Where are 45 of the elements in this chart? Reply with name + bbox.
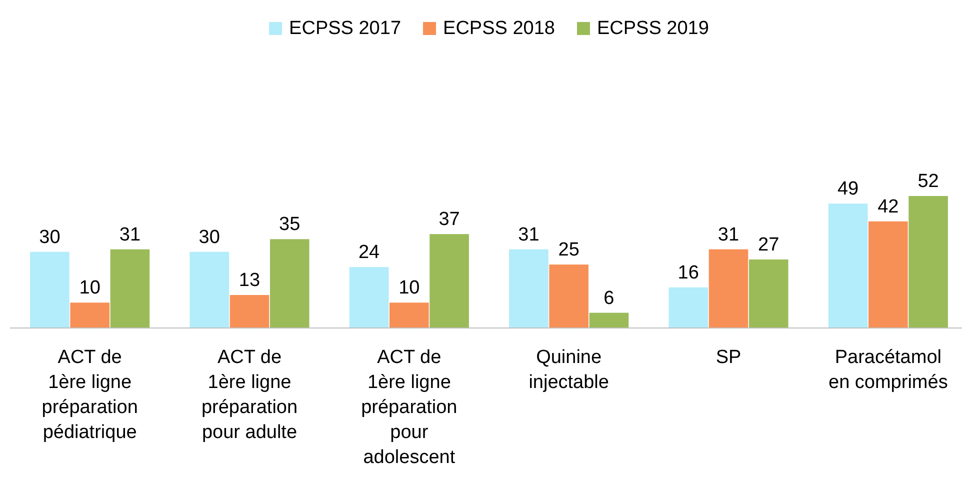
bar: [708, 249, 748, 328]
bar: [30, 252, 70, 328]
data-label: 31: [518, 224, 540, 246]
data-label: 31: [119, 224, 141, 246]
bar: [868, 221, 908, 328]
bar: [549, 264, 588, 328]
x-tick-label: Quinine injectable: [528, 347, 609, 393]
x-tick-label: ACT de 1ère ligne préparation pédiatrique: [42, 347, 138, 443]
data-label: 24: [358, 242, 380, 264]
data-label: 16: [678, 262, 699, 284]
bar: [349, 267, 389, 328]
data-label: 25: [558, 240, 580, 261]
x-tick-label: ACT de 1ère ligne préparation pour adolescent: [361, 347, 458, 468]
legend-label: ECPSS 2017: [289, 18, 402, 39]
bar: [509, 249, 548, 328]
data-label: 35: [279, 214, 300, 236]
bar: [430, 234, 469, 328]
x-tick-label: ACT de 1ère ligne préparation pour adulte: [201, 347, 298, 443]
legend-label: ECPSS 2019: [596, 18, 709, 39]
data-label: 42: [878, 196, 899, 218]
bar: [390, 302, 429, 328]
data-label: 27: [758, 234, 780, 256]
bar: [668, 287, 708, 328]
bar: [748, 259, 788, 328]
data-label: 10: [398, 278, 420, 299]
bar: [70, 302, 110, 328]
data-label: 31: [718, 224, 740, 246]
bar: [828, 204, 868, 328]
data-label: 6: [604, 288, 614, 309]
data-label: 49: [837, 178, 859, 200]
x-tick-label: SP: [716, 347, 742, 368]
bar: [270, 239, 310, 328]
bar: [110, 249, 150, 328]
data-label: 30: [198, 226, 220, 248]
bar: [230, 295, 270, 328]
bar: [190, 252, 230, 328]
bar: [908, 196, 948, 328]
data-label: 13: [238, 270, 260, 291]
legend-label: ECPSS 2018: [443, 18, 555, 39]
data-label: 37: [438, 209, 460, 230]
data-label: 52: [918, 171, 939, 192]
x-tick-label: Paracétamol en comprimés: [828, 347, 948, 393]
data-label: 30: [39, 226, 60, 248]
data-label: 10: [79, 278, 100, 299]
bar: [589, 312, 629, 328]
